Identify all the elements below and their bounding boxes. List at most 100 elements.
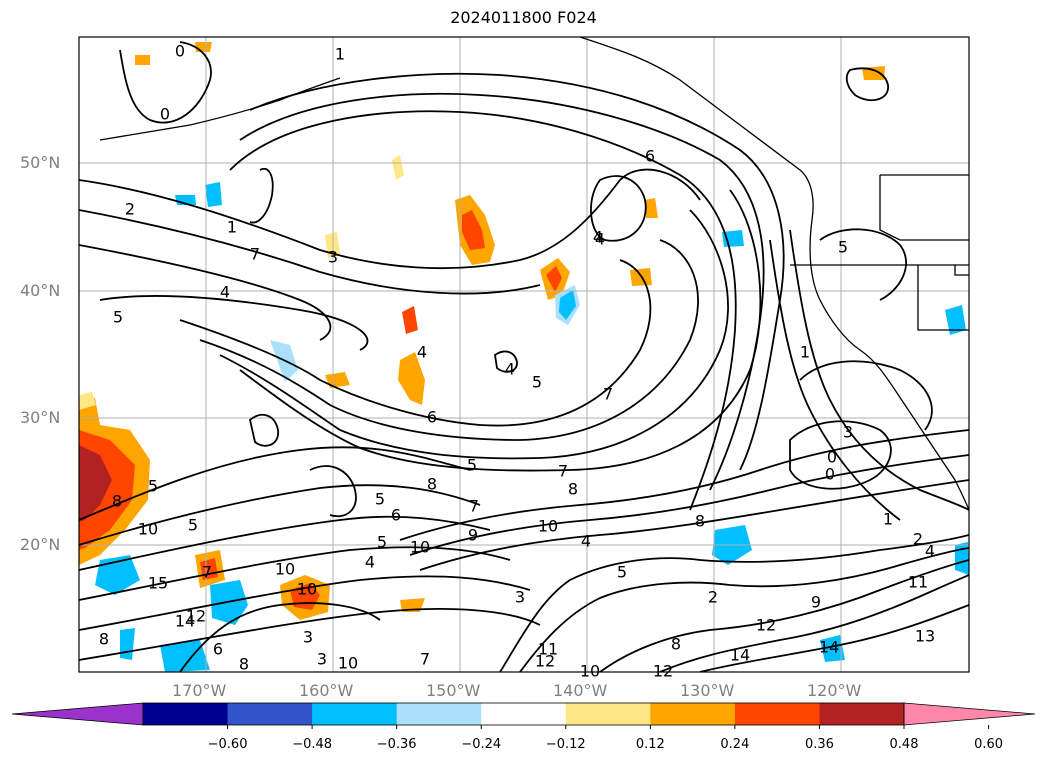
contour-label: 3	[328, 248, 338, 267]
contour-label: 10	[297, 580, 317, 599]
contour-label: 7	[202, 563, 212, 582]
colorbar-tick-label: −0.24	[461, 737, 502, 752]
contour-label: 1	[335, 45, 345, 64]
contour-label: 5	[375, 490, 385, 509]
colorbar-tick-label: −0.60	[207, 737, 248, 752]
colorbar	[11, 702, 1036, 729]
contour-label: 11	[538, 640, 558, 659]
contour-label: 8	[427, 475, 437, 494]
colorbar-segment	[650, 703, 736, 725]
colorbar-tick-label: 0.60	[974, 737, 1004, 752]
colorbar-tick-label: −0.48	[292, 737, 333, 752]
contour-label: 8	[695, 512, 705, 531]
contour-label: 2	[708, 588, 718, 607]
contour-label: 10	[275, 560, 295, 579]
shade-west-inner	[79, 445, 112, 522]
contour-label: 8	[99, 630, 109, 649]
contour-label: 8	[671, 635, 681, 654]
colorbar-extend-low	[11, 702, 144, 726]
shade-s4	[95, 555, 140, 595]
contour-label: 4	[505, 360, 515, 379]
colorbar-tick-label: −0.12	[545, 737, 586, 752]
contour-label: 0	[827, 448, 837, 467]
contour-label: 2	[125, 200, 135, 219]
contour-label: 13	[915, 627, 935, 646]
contour-label: 10	[338, 654, 358, 673]
contour-label: 6	[213, 640, 223, 659]
colorbar-segment	[481, 703, 567, 725]
contour-label: 12	[535, 652, 555, 671]
contour-label: 8	[239, 655, 249, 674]
contour-label: 7	[420, 650, 430, 669]
colorbar-segment	[312, 703, 398, 725]
coastlines	[99, 37, 969, 511]
map-title: 2024011800 F024	[450, 8, 597, 27]
contour-label: 5	[113, 308, 123, 327]
shade-cold5	[945, 305, 966, 335]
contour-label: 6	[427, 408, 437, 427]
contour-label: 5	[148, 477, 158, 496]
contour-label: 6	[391, 506, 401, 525]
lat-label-40n: 40°N	[20, 281, 61, 300]
colorbar-frame	[142, 702, 905, 726]
contour-label: 10	[580, 662, 600, 681]
contour-label: 0	[175, 42, 185, 61]
contour-label: 0	[825, 465, 835, 484]
contour-label: 10	[410, 538, 430, 557]
contour-label: 5	[532, 373, 542, 392]
shade-cold6	[205, 182, 222, 207]
colorbar-tick-label: 0.36	[804, 737, 834, 752]
contour-label: 4	[581, 532, 591, 551]
lon-label-120w: 120°W	[807, 681, 862, 700]
lon-label-150w: 150°W	[426, 681, 481, 700]
contour-label: 3	[303, 628, 313, 647]
lat-label-30n: 30°N	[20, 408, 61, 427]
contour-label: 3	[843, 423, 853, 442]
colorbar-segment	[734, 703, 820, 725]
contour-label: 4	[925, 542, 935, 561]
colorbar-tick-label: 0.24	[720, 737, 750, 752]
shade-cold1-in	[559, 290, 576, 320]
contour-label: 4	[220, 283, 230, 302]
contour-label: 12	[756, 616, 776, 635]
colorbar-segment	[396, 703, 482, 725]
contour-label: 9	[468, 526, 478, 545]
contour-label: 1	[227, 218, 237, 237]
colorbar-tick-label: −0.36	[376, 737, 417, 752]
colorbar-tick-label: 0.12	[635, 737, 665, 752]
shade-c3	[398, 352, 425, 405]
contour-label: 14	[819, 638, 839, 657]
shade-w-yellow	[79, 392, 96, 410]
shaded-regions	[79, 42, 969, 672]
contour-label: 7	[558, 462, 568, 481]
contour-lines	[79, 41, 969, 672]
lat-label-50n: 50°N	[20, 153, 61, 172]
contour-label: 14	[175, 612, 195, 631]
contour-label: 5	[838, 238, 848, 257]
shade-c5	[392, 155, 404, 180]
contour-label: 4	[365, 553, 375, 572]
colorbar-extend-high	[903, 702, 1036, 726]
contour-label: 5	[188, 516, 198, 535]
contour-label: 1	[800, 343, 810, 362]
shade-c9	[645, 198, 658, 218]
shade-c7	[325, 372, 350, 388]
lon-label-140w: 140°W	[553, 681, 608, 700]
graticule	[79, 37, 969, 672]
contour-label: 10	[138, 520, 158, 539]
contour-label: 12	[186, 607, 206, 626]
contour-label: 8	[112, 492, 122, 511]
shade-s12	[135, 55, 150, 65]
shade-c2-in	[546, 266, 562, 292]
contour-label: 5	[617, 563, 627, 582]
contour-label: 3	[515, 588, 525, 607]
colorbar-segment	[565, 703, 651, 725]
colorbar-segment	[143, 703, 229, 725]
contour-label: 14	[730, 646, 750, 665]
contour-label: 6	[645, 147, 655, 166]
lon-label-170w: 170°W	[172, 681, 227, 700]
contour-label: 1	[883, 510, 893, 529]
contour-label: 7	[250, 245, 260, 264]
